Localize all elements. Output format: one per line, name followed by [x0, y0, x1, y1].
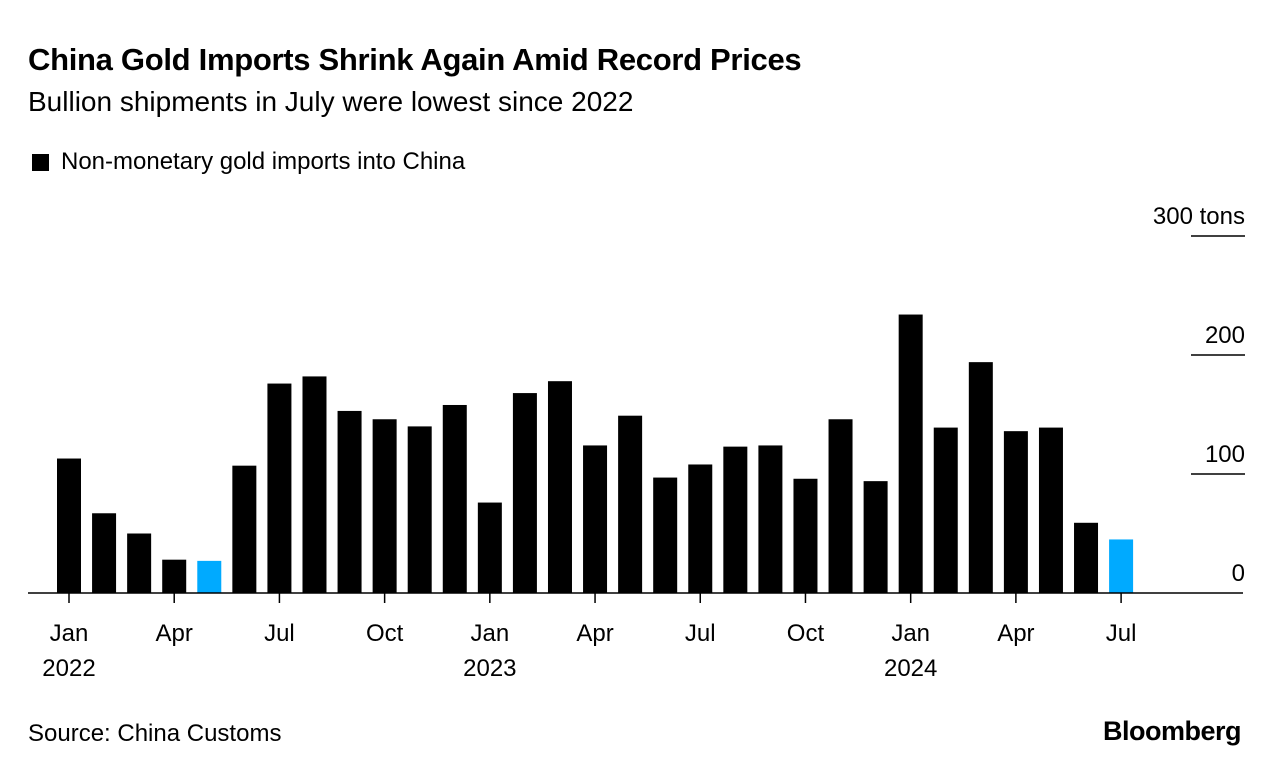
x-tick-label: Jan	[470, 620, 509, 647]
y-tick-label: 300 tons	[1153, 203, 1245, 230]
x-tick-label: Jul	[1106, 620, 1137, 647]
x-tick-label: Jul	[264, 620, 295, 647]
bar-2023-11	[828, 419, 853, 593]
bar-2022-01	[57, 458, 81, 593]
bar-2022-07	[267, 383, 292, 593]
bar-2024-02	[933, 427, 958, 593]
bar-2024-01	[898, 314, 923, 593]
y-tick-label: 200	[1205, 322, 1245, 349]
bar-2023-10	[793, 478, 818, 593]
bar-2024-06	[1074, 522, 1099, 593]
x-tick-label: Oct	[366, 620, 404, 647]
x-tick-label: Jul	[685, 620, 716, 647]
y-tick-label: 100	[1205, 441, 1245, 468]
bar-2022-06	[232, 465, 257, 593]
y-tick-label: 0	[1232, 560, 1245, 587]
bar-2023-09	[758, 445, 783, 593]
bar-2023-01	[477, 502, 502, 593]
x-tick-label: Apr	[156, 620, 193, 647]
bar-2023-02	[512, 393, 537, 593]
bar-2022-05	[197, 560, 222, 593]
bar-2023-08	[723, 446, 748, 593]
bar-2022-03	[127, 533, 152, 593]
bar-2023-03	[547, 381, 572, 593]
x-tick-label: Apr	[997, 620, 1034, 647]
x-tick-label: Apr	[576, 620, 613, 647]
bar-2024-05	[1038, 427, 1063, 593]
x-tick-label: Jan	[50, 620, 89, 647]
source-note: Source: China Customs	[28, 720, 282, 747]
bar-2023-05	[618, 415, 643, 593]
bloomberg-logo: Bloomberg	[1102, 716, 1242, 746]
bar-2023-04	[583, 445, 608, 593]
x-tick-year-label: 2023	[463, 655, 516, 682]
x-tick-year-label: 2024	[884, 655, 937, 682]
x-tick-label: Oct	[787, 620, 825, 647]
bar-2023-07	[688, 464, 713, 593]
legend-swatch	[32, 153, 49, 171]
bar-2022-04	[162, 559, 187, 593]
bar-2022-10	[372, 419, 397, 593]
legend: Non-monetary gold imports into China	[32, 148, 465, 176]
bar-2022-11	[407, 426, 432, 593]
bar-2023-06	[653, 477, 678, 593]
x-tick-year-label: 2022	[42, 655, 95, 682]
x-tick-label: Jan	[891, 620, 930, 647]
bar-2024-04	[1003, 431, 1028, 593]
bar-2022-08	[302, 376, 327, 593]
bar-2023-12	[863, 481, 888, 593]
bar-2022-12	[442, 404, 467, 593]
bar-2024-03	[968, 362, 993, 593]
bar-2022-09	[337, 410, 362, 593]
chart-subtitle: Bullion shipments in July were lowest si…	[28, 86, 634, 117]
bar-2024-07	[1109, 539, 1134, 593]
chart-title: China Gold Imports Shrink Again Amid Rec…	[28, 42, 802, 77]
bar-2022-02	[92, 513, 117, 593]
legend-label: Non-monetary gold imports into China	[61, 148, 466, 175]
